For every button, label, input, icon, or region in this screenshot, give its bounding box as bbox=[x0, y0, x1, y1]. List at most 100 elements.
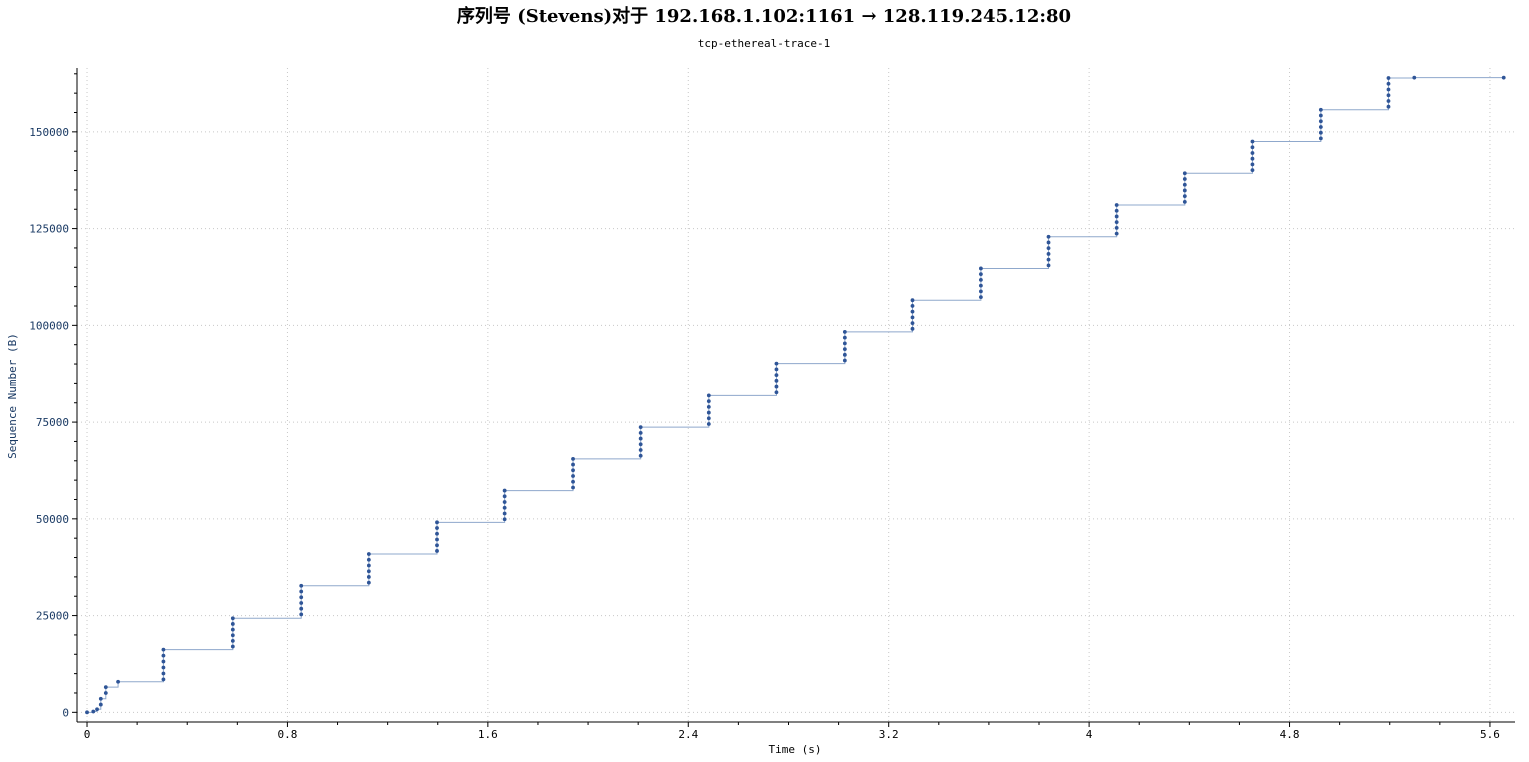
data-point bbox=[1250, 139, 1255, 144]
x-axis-ticks: 0 0.8 1.6 2.4 3.2 4 4.8 5.6 bbox=[84, 722, 1500, 741]
data-point bbox=[1182, 171, 1187, 176]
data-point bbox=[842, 347, 847, 352]
data-point bbox=[1250, 145, 1255, 150]
data-point bbox=[1386, 93, 1391, 98]
data-point bbox=[706, 399, 711, 404]
data-point bbox=[978, 289, 983, 294]
data-point bbox=[299, 606, 304, 611]
data-point bbox=[978, 295, 983, 299]
data-point bbox=[638, 453, 643, 458]
x-tick-label: 4 bbox=[1086, 728, 1093, 741]
data-point bbox=[1386, 81, 1391, 86]
data-point bbox=[435, 526, 439, 530]
data-point bbox=[910, 309, 915, 314]
data-point bbox=[1046, 257, 1051, 262]
data-point bbox=[161, 659, 166, 664]
data-point bbox=[1182, 188, 1187, 193]
x-axis-label: Time (s) bbox=[769, 743, 822, 756]
x-tick-label: 2.4 bbox=[678, 728, 698, 741]
data-point bbox=[842, 330, 847, 334]
data-point bbox=[230, 633, 235, 638]
data-point bbox=[706, 404, 711, 409]
data-point bbox=[299, 601, 304, 605]
y-tick-label: 125000 bbox=[29, 223, 69, 236]
data-point bbox=[103, 685, 108, 690]
axes bbox=[76, 68, 1515, 723]
data-point bbox=[1501, 75, 1506, 80]
data-point bbox=[1182, 182, 1187, 187]
data-point bbox=[910, 326, 915, 331]
data-point bbox=[571, 468, 575, 473]
data-point bbox=[502, 511, 507, 516]
data-point bbox=[161, 653, 166, 658]
chart-title: 序列号 (Stevens)对于 192.168.1.102:1161 → 128… bbox=[457, 5, 1071, 27]
data-point bbox=[230, 616, 235, 621]
data-point bbox=[706, 422, 711, 426]
data-point bbox=[1318, 107, 1323, 112]
data-point bbox=[1182, 194, 1187, 199]
data-point bbox=[161, 647, 166, 652]
data-point bbox=[1250, 162, 1255, 167]
data-point bbox=[1046, 263, 1051, 268]
data-point bbox=[1046, 246, 1051, 251]
data-point bbox=[502, 488, 507, 493]
data-point bbox=[230, 638, 235, 643]
data-point bbox=[774, 378, 779, 383]
y-axis-ticks: 0 25000 50000 75000 100000 125000 150000 bbox=[29, 73, 77, 719]
data-point bbox=[366, 575, 371, 579]
data-point bbox=[910, 315, 915, 320]
x-tick-label: 3.2 bbox=[879, 728, 899, 741]
data-point bbox=[98, 702, 103, 707]
data-point bbox=[706, 410, 711, 415]
data-point bbox=[299, 595, 304, 600]
data-point bbox=[435, 549, 439, 553]
data-point bbox=[1318, 125, 1323, 129]
data-point bbox=[1386, 104, 1391, 109]
data-point bbox=[1046, 240, 1051, 245]
sequence-line bbox=[87, 77, 1504, 713]
data-point bbox=[230, 644, 235, 649]
data-point bbox=[435, 543, 439, 548]
data-point bbox=[299, 589, 304, 594]
x-tick-label: 0.8 bbox=[278, 728, 298, 741]
data-point bbox=[1318, 119, 1323, 124]
data-point bbox=[638, 448, 643, 452]
data-point bbox=[842, 335, 847, 340]
data-point bbox=[366, 580, 371, 585]
data-point bbox=[842, 352, 847, 357]
data-point bbox=[1182, 177, 1187, 181]
data-point bbox=[1386, 99, 1391, 103]
data-point bbox=[161, 671, 166, 676]
data-point bbox=[91, 709, 96, 714]
data-point bbox=[435, 537, 439, 542]
data-point bbox=[774, 384, 779, 389]
data-point bbox=[299, 583, 304, 588]
data-point bbox=[706, 393, 711, 398]
x-tick-label: 1.6 bbox=[478, 728, 498, 741]
data-point bbox=[366, 569, 371, 574]
y-tick-label: 150000 bbox=[29, 126, 69, 139]
data-point bbox=[706, 416, 711, 421]
y-tick-label: 75000 bbox=[36, 416, 69, 429]
data-point bbox=[910, 304, 915, 308]
data-point bbox=[774, 367, 779, 372]
data-point bbox=[842, 358, 847, 363]
data-point bbox=[571, 456, 575, 461]
data-point bbox=[161, 665, 166, 670]
y-tick-label: 0 bbox=[62, 706, 69, 719]
data-point bbox=[366, 552, 371, 556]
chart-subtitle: tcp-ethereal-trace-1 bbox=[698, 37, 830, 50]
x-tick-label: 0 bbox=[84, 728, 91, 741]
data-point bbox=[502, 517, 507, 522]
data-point bbox=[95, 707, 99, 712]
grid-lines bbox=[77, 68, 1515, 722]
data-point bbox=[1250, 168, 1255, 173]
data-point bbox=[1114, 220, 1119, 225]
data-point bbox=[638, 430, 643, 435]
data-point bbox=[502, 500, 507, 504]
data-point bbox=[774, 390, 779, 395]
data-point bbox=[571, 479, 575, 484]
data-point bbox=[1318, 130, 1323, 135]
data-point bbox=[1114, 208, 1119, 213]
data-point bbox=[98, 696, 103, 701]
